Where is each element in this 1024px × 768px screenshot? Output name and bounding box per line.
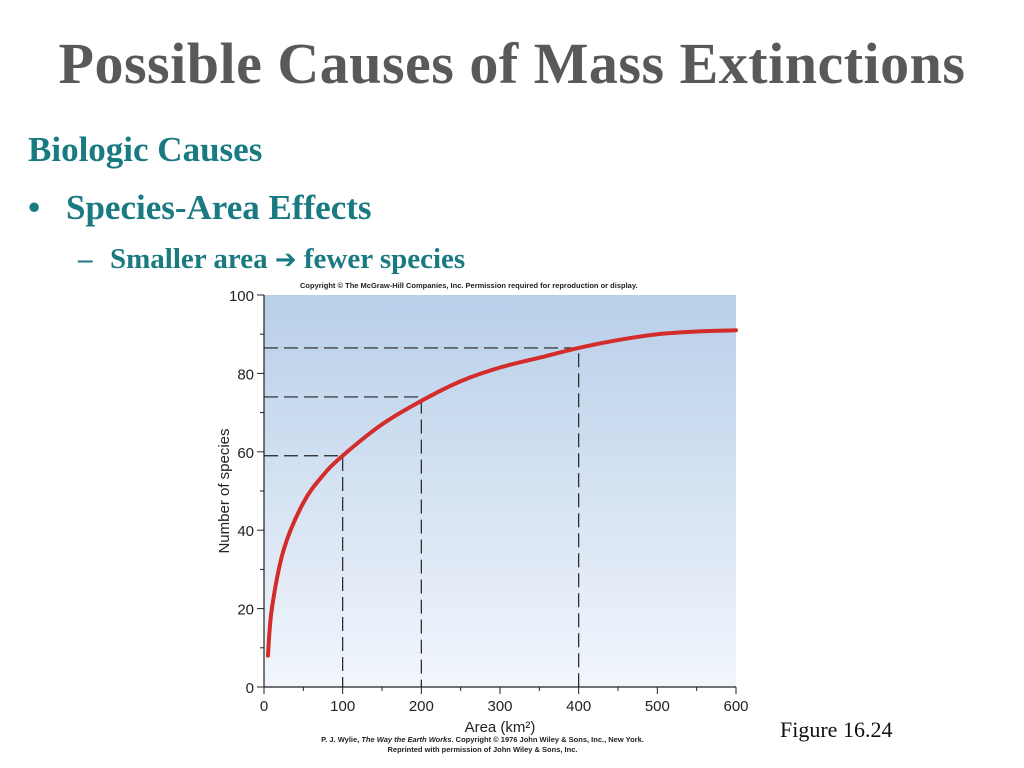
x-tick-label: 400 — [566, 698, 591, 715]
x-tick-label: 500 — [645, 698, 670, 715]
x-tick-label: 300 — [487, 698, 512, 715]
y-tick-label: 0 — [246, 680, 254, 697]
image-credit: P. J. Wylie, The Way the Earth Works. Co… — [305, 735, 660, 755]
x-axis-label: Area (km²) — [465, 719, 536, 735]
sub-bullet-right: fewer species — [303, 243, 466, 275]
x-tick-label: 200 — [409, 698, 434, 715]
x-tick-label: 100 — [330, 698, 355, 715]
x-tick-label: 0 — [260, 698, 268, 715]
credit-text-a: P. J. Wylie, — [321, 735, 362, 744]
y-tick-label: 80 — [237, 366, 254, 383]
sub-bullet-left: Smaller area — [110, 243, 268, 275]
arrow-icon: ➔ — [274, 245, 297, 275]
reference-dashed-line — [264, 396, 422, 687]
sub-bullet-item: – Smaller area ➔ fewer species — [78, 243, 465, 276]
species-area-curve — [265, 328, 738, 658]
x-tick-label: 600 — [723, 698, 748, 715]
reference-dashed-line — [264, 347, 580, 687]
y-tick-label: 60 — [237, 445, 254, 462]
figure-label: Figure 16.24 — [780, 717, 893, 742]
credit-text-c: . Copyright © 1976 John Wiley & Sons, In… — [451, 735, 644, 744]
copyright-notice: Copyright © The McGraw-Hill Companies, I… — [300, 281, 638, 290]
slide-title: Possible Causes of Mass Extinctions — [58, 31, 966, 96]
y-axis-label: Number of species — [216, 428, 233, 553]
y-tick-label: 20 — [237, 602, 254, 619]
bullet-item: • Species-Area Effects — [28, 188, 372, 228]
y-tick-label: 40 — [237, 523, 254, 540]
bullet-text: Species-Area Effects — [66, 188, 372, 227]
y-tick-label: 100 — [229, 288, 254, 305]
credit-reprint: Reprinted with permission of John Wiley … — [387, 745, 578, 754]
bullet-marker: • — [28, 188, 41, 227]
reference-dashed-line — [264, 455, 344, 687]
species-area-chart: 0 20 40 60 80 100 0 100 200 300 400 500 600 Area (km²… — [216, 288, 749, 735]
credit-book-title: The Way the Earth Works — [361, 735, 452, 744]
sub-bullet-marker: – — [78, 243, 93, 275]
plot-background — [264, 295, 736, 687]
section-heading: Biologic Causes — [28, 130, 263, 169]
